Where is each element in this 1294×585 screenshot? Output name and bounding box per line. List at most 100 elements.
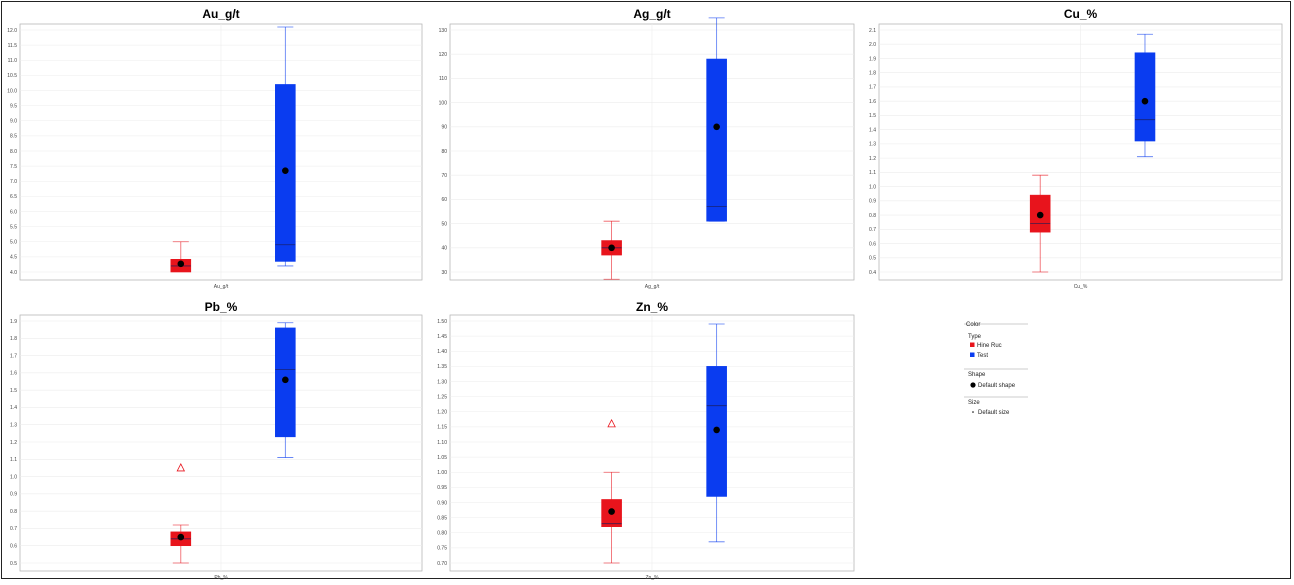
mean-marker [713,123,720,131]
box-hine-ruc [1029,174,1051,273]
y-tick-label: 0.8 [869,213,876,219]
y-tick-label: 90 [441,125,447,131]
y-tick-label: 10.0 [7,88,17,94]
box-test [1134,33,1156,158]
y-tick-label: 9.0 [10,119,17,125]
y-tick-label: 7.5 [10,164,17,170]
y-tick-label: 6.5 [10,194,17,200]
y-tick-label: 1.2 [869,156,876,162]
chart-panel-3: Pb_% 0.5 0.6 0.7 0.8 0.9 1.0 1.1 1.2 1.3 1.4 1.5 1.6… [10,300,423,581]
y-tick-label: 1.45 [437,334,447,340]
y-tick-label: 1.40 [437,349,447,355]
legend: Color Type Hine Ruc Test Shape Default shape S… [964,322,1028,416]
y-tick-label: 110 [439,76,447,82]
y-tick-label: 0.75 [437,546,447,552]
y-tick-label: 0.8 [10,509,17,515]
y-tick-label: 70 [441,173,447,179]
y-tick-label: 0.9 [10,492,17,498]
legend-item-label: Test [977,353,988,359]
mean-marker [1036,211,1044,219]
box-hine-ruc [601,220,622,280]
y-tick-label: 0.6 [10,544,17,550]
y-tick-label: 0.5 [10,561,17,567]
y-tick-label: 1.25 [437,394,447,400]
box-hine-ruc [170,241,192,273]
chart-title: Au_g/t [202,7,239,21]
x-axis-label: Cu_% [1074,284,1088,290]
legend-shape-marker [970,382,976,388]
y-tick-label: 60 [441,197,447,203]
box-test [706,323,727,543]
legend-color-title: Color [966,322,980,328]
y-tick-label: 1.05 [437,455,447,461]
mean-marker [713,426,720,434]
y-tick-label: 0.85 [437,515,447,521]
legend-shape-title: Shape [968,372,986,378]
chart-panel-1: Ag_g/t 30 40 50 60 70 80 90 100 110 120 130 Ag_g/t [439,7,855,290]
y-tick-label: 4.0 [10,270,17,276]
y-tick-label: 0.95 [437,485,447,491]
y-tick-label: 8.5 [10,134,17,140]
mean-marker [177,260,185,268]
legend-color-by: Type [968,334,982,340]
y-tick-label: 0.70 [437,561,447,567]
y-tick-label: 30 [441,270,447,276]
y-tick-label: 1.5 [869,113,876,119]
chart-panel-2: Cu_% 0.4 0.5 0.6 0.7 0.8 0.9 1.0 1.1 1.2 1.3 1.4 1.5… [869,7,1283,290]
y-tick-label: 11.0 [8,58,18,64]
y-tick-label: 10.5 [7,73,17,79]
y-tick-label: 2.1 [869,28,876,34]
y-tick-label: 1.4 [10,405,17,411]
y-tick-label: 1.7 [10,353,17,359]
y-tick-label: 1.3 [10,423,17,429]
y-tick-label: 1.35 [437,364,447,370]
y-tick-label: 80 [441,149,447,155]
y-tick-label: 9.5 [10,103,17,109]
legend-item-label: Hine Ruc [977,343,1002,349]
mean-marker [608,508,615,515]
y-tick-label: 5.0 [10,240,17,246]
x-axis-label: Pb_% [214,575,228,580]
y-tick-label: 1.50 [437,319,447,325]
legend-swatch [970,342,975,347]
y-tick-label: 1.0 [10,474,17,480]
legend-size-title: Size [968,400,980,406]
y-tick-label: 0.9 [869,199,876,205]
y-tick-label: 5.5 [10,224,17,230]
y-tick-label: 1.9 [10,319,17,325]
y-tick-label: 1.6 [10,371,17,377]
box-test [275,26,296,267]
y-tick-label: 1.5 [10,388,17,394]
y-tick-label: 12.0 [7,28,17,34]
box-hine-ruc [170,463,192,564]
mean-marker [177,533,185,541]
y-tick-label: 1.15 [437,425,447,431]
x-axis-label: Zn_% [645,575,659,580]
y-tick-label: 1.0 [869,184,876,190]
y-tick-label: 11.5 [8,43,18,49]
legend-swatch [970,352,975,357]
legend-shape-item: Default shape [978,383,1016,389]
legend-size-marker [972,411,974,413]
x-axis-label: Au_g/t [214,284,229,290]
iqr-box [706,58,727,222]
chart-title: Cu_% [1064,7,1098,21]
y-tick-label: 7.0 [10,179,17,185]
y-tick-label: 40 [441,246,447,252]
y-tick-label: 0.5 [869,256,876,262]
y-tick-label: 2.0 [869,42,876,48]
y-tick-label: 1.20 [437,410,447,416]
y-tick-label: 6.0 [10,209,17,215]
y-tick-label: 1.4 [869,127,876,133]
chart-panel-4: Zn_% 0.70 0.75 0.80 0.85 0.90 0.95 1.00 1.05 1.10… [437,300,855,581]
y-tick-label: 1.8 [10,336,17,342]
box-test [706,17,727,222]
y-tick-label: 0.7 [869,227,876,233]
chart-panel-0: Au_g/t 4.0 4.5 5.0 5.5 6.0 6.5 7.0 7.5 8.0 8.5 9.0 9… [7,7,423,290]
y-tick-label: 0.7 [10,526,17,532]
y-tick-label: 4.5 [10,255,17,261]
y-tick-label: 8.0 [10,149,17,155]
iqr-box [1134,52,1156,142]
